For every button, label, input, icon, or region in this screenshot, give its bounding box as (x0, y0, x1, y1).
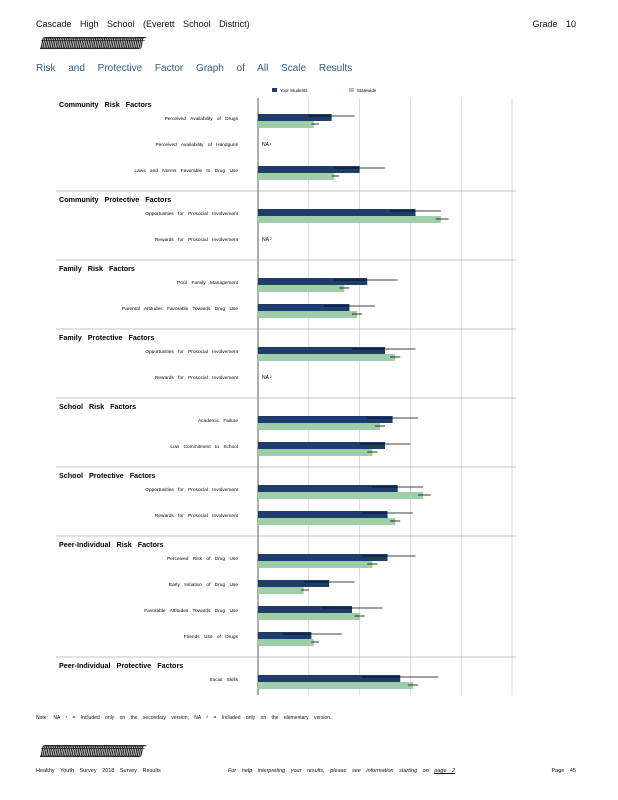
footer-rule: ƒƒƒƒƒƒƒƒƒƒƒƒƒƒƒƒƒƒƒƒƒƒƒƒƒƒƒƒƒƒƒƒƒƒƒƒƒƒƒƒ… (40, 744, 144, 758)
section-title-3: Family Protective Factors (59, 333, 154, 342)
section-title-5: School Protective Factors (59, 471, 156, 480)
section-title-7: Peer-Individual Protective Factors (59, 661, 183, 670)
school-name: Cascade High School (Everett School Dist… (36, 19, 250, 29)
na-label-3-1: NA ² (262, 375, 272, 381)
row-label-0-1: Perceived Availability of Handguns (155, 142, 238, 148)
bar-statewide-2-0 (258, 285, 345, 292)
row-label-0-0: Perceived Availability of Drugs (165, 116, 239, 122)
bar-students-6-1 (258, 580, 330, 587)
section-title-4: School Risk Factors (59, 402, 136, 411)
bar-statewide-6-0 (258, 561, 373, 568)
bar-students-4-1 (258, 442, 385, 449)
footer-survey-name: Healthy Youth Survey 2018 Survey Results (36, 768, 161, 774)
bar-statewide-5-1 (258, 518, 396, 525)
footer-help-text: For help interpreting your results, plea… (228, 768, 455, 774)
bar-students-2-1 (258, 304, 350, 311)
bar-statewide-7-0 (258, 682, 413, 689)
risk-protective-factor-chart: Your StudentsStatewide0%20%40%60%80%100%… (56, 88, 516, 695)
row-label-2-0: Poor Family Management (177, 280, 239, 286)
row-label-5-1: Rewards for Prosocial Involvement (155, 513, 239, 519)
legend-label-students: Your Students (280, 88, 308, 93)
bar-students-6-3 (258, 632, 312, 639)
section-title-1: Community Protective Factors (59, 195, 171, 204)
legend-swatch-students (272, 88, 277, 92)
bar-statewide-1-0 (258, 216, 441, 223)
bar-students-5-0 (258, 485, 398, 492)
row-label-6-3: Friends Use of Drugs (184, 634, 239, 640)
row-label-2-1: Parental Attitudes Favorable Towards Dru… (122, 306, 238, 312)
row-label-0-2: Laws and Norms Favorable to Drug Use (134, 168, 238, 174)
bar-students-0-0 (258, 114, 332, 121)
row-label-6-0: Perceived Risk of Drug Use (167, 556, 238, 562)
bar-students-6-2 (258, 606, 352, 613)
bar-students-6-0 (258, 554, 388, 561)
bar-statewide-6-2 (258, 613, 360, 620)
section-title-0: Community Risk Factors (59, 100, 152, 109)
page-title: Risk and Protective Factor Graph of All … (36, 63, 353, 74)
bar-students-4-0 (258, 416, 393, 423)
row-label-6-2: Favorable Attitudes Towards Drug Use (144, 608, 238, 614)
bar-students-7-0 (258, 675, 401, 682)
footer-help-prefix: For help interpreting your results, plea… (228, 768, 429, 774)
section-title-2: Family Risk Factors (59, 264, 135, 273)
bar-statewide-6-3 (258, 639, 314, 646)
bar-statewide-2-1 (258, 311, 358, 318)
grade-label: Grade 10 (532, 19, 576, 29)
row-label-1-1: Rewards for Prosocial Involvement (155, 237, 239, 243)
na-label-0-1: NA ¹ (262, 142, 272, 148)
legend-label-statewide: Statewide (357, 88, 377, 93)
section-title-6: Peer-Individual Risk Factors (59, 540, 164, 549)
bar-students-1-0 (258, 209, 416, 216)
bar-students-3-0 (258, 347, 385, 354)
row-label-3-0: Opportunities for Prosocial Involvement (145, 349, 238, 355)
footer-page-link[interactable]: page 2 (434, 768, 456, 774)
bar-students-2-0 (258, 278, 368, 285)
row-label-4-0: Academic Failure (198, 418, 238, 424)
bar-statewide-4-1 (258, 449, 373, 456)
row-label-4-1: Low Commitment to School (170, 444, 238, 450)
row-label-1-0: Opportunities for Prosocial Involvement (145, 211, 238, 217)
row-label-6-1: Early Initiation of Drug Use (169, 582, 238, 588)
bar-statewide-6-1 (258, 587, 304, 594)
bar-statewide-3-0 (258, 354, 396, 361)
row-label-5-0: Opportunities for Prosocial Involvement (145, 487, 238, 493)
bar-statewide-4-0 (258, 423, 380, 430)
header-rule: ƒƒƒƒƒƒƒƒƒƒƒƒƒƒƒƒƒƒƒƒƒƒƒƒƒƒƒƒƒƒƒƒƒƒƒƒƒƒƒƒ… (40, 36, 144, 50)
bar-statewide-5-0 (258, 492, 424, 499)
row-label-7-0: Social Skills (209, 677, 238, 683)
bar-statewide-0-0 (258, 121, 314, 128)
na-label-1-1: NA ² (262, 237, 272, 243)
legend-swatch-statewide (349, 88, 354, 92)
row-label-3-1: Rewards for Prosocial Involvement (155, 375, 239, 381)
bar-students-0-2 (258, 166, 360, 173)
footnote: Note: NA ¹ = Included only on the second… (36, 715, 332, 721)
bar-statewide-0-2 (258, 173, 335, 180)
page-number: Page 45 (551, 768, 577, 774)
bar-students-5-1 (258, 511, 388, 518)
